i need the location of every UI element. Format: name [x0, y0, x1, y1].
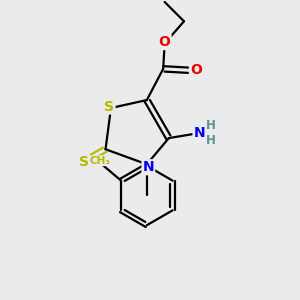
Text: O: O	[190, 63, 202, 77]
Text: CH₃: CH₃	[90, 156, 111, 166]
Text: H: H	[206, 134, 216, 147]
Text: N: N	[142, 160, 154, 174]
Text: N: N	[193, 126, 205, 140]
Text: S: S	[104, 100, 115, 113]
Text: O: O	[159, 35, 171, 49]
Text: S: S	[79, 155, 89, 169]
Text: H: H	[206, 119, 216, 132]
